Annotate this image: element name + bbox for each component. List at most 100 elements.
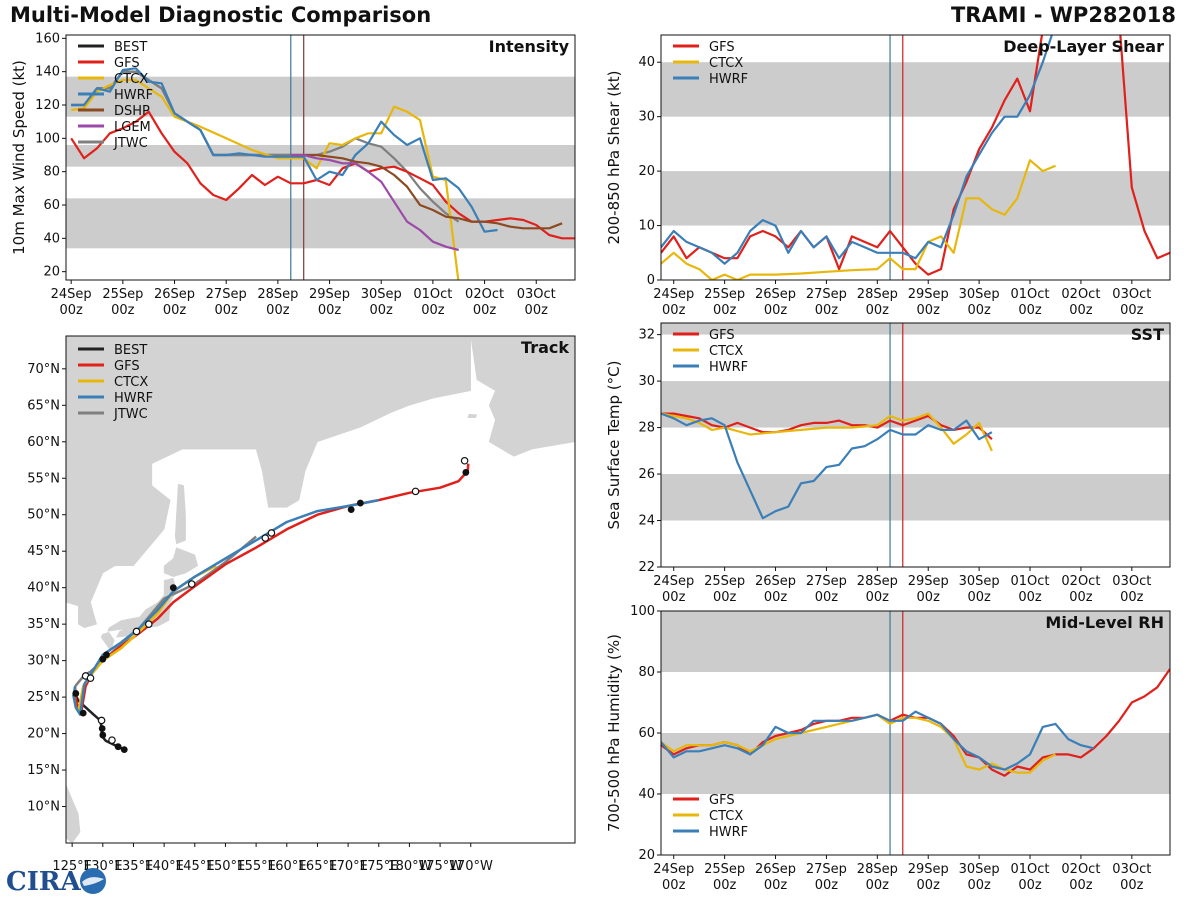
shear-ytick-label: 0: [647, 273, 655, 288]
intensity-ytick-label: 40: [43, 231, 60, 246]
track-title: Track: [521, 338, 569, 357]
rh-xtick-label: 26Sep: [755, 862, 796, 877]
track-lon-label: 165°E: [298, 859, 338, 874]
intensity-xtick-label: 00z: [59, 303, 83, 318]
track-marker-filled: [103, 651, 110, 659]
shear-xtick-label: 29Sep: [908, 287, 949, 302]
rh-xtick-label: 29Sep: [908, 862, 949, 877]
rh-ytick-label: 20: [638, 848, 655, 863]
land-kyushu: [100, 631, 115, 652]
rh-xtick-label: 00z: [662, 878, 686, 893]
intensity-xtick-label: 03Oct: [517, 287, 556, 302]
sst-band: [661, 323, 1170, 335]
land-alaska: [470, 336, 575, 457]
legend-label-hwrf: HWRF: [709, 825, 748, 840]
sst-xtick-label: 00z: [662, 590, 686, 605]
sst-xtick-label: 00z: [967, 590, 991, 605]
intensity-xtick-label: 00z: [318, 303, 342, 318]
track-frame: [65, 335, 576, 844]
track-lon-label: 150°E: [206, 859, 246, 874]
track-lon-label: 145°E: [175, 859, 215, 874]
shear-xtick-label: 01Oct: [1011, 287, 1050, 302]
storm-title: TRAMI - WP282018: [950, 3, 1176, 27]
track-lon-label: 135°E: [114, 859, 154, 874]
intensity-ytick-label: 20: [43, 265, 60, 280]
track-marker-open: [460, 456, 469, 465]
sst-xtick-label: 25Sep: [704, 574, 745, 589]
track-marker-open: [261, 534, 270, 542]
rh-panel: 2040608010024Sep00z25Sep00z26Sep00z27Sep…: [605, 604, 1171, 893]
land-asia-mainland: [66, 336, 471, 629]
track-panel: 10°N 15°N 20°N 25°N 30°N 35°N 40°N 45°N 50°N 55°N…: [27, 335, 576, 874]
track-lat-label: 20°N: [27, 727, 60, 742]
legend-label-jtwc: JTWC: [113, 136, 148, 151]
legend-label-ctcx: CTCX: [709, 344, 743, 359]
track-marker-filled: [99, 731, 107, 739]
rh-title: Mid-Level RH: [1045, 613, 1164, 632]
shear-xtick-label: 00z: [967, 303, 991, 318]
intensity-series-ctcx: [71, 78, 460, 280]
intensity-xtick-label: 26Sep: [154, 287, 195, 302]
intensity-xtick-label: 25Sep: [102, 287, 143, 302]
shear-band: [661, 62, 1170, 117]
sst-ylabel: Sea Surface Temp (°C): [605, 360, 623, 529]
shear-xtick-label: 24Sep: [653, 287, 694, 302]
shear-xtick-label: 26Sep: [755, 287, 796, 302]
shear-panel: 01020304024Sep00z25Sep00z26Sep00z27Sep00…: [605, 34, 1171, 318]
rh-xtick-label: 27Sep: [806, 862, 847, 877]
track-lat-label: 55°N: [27, 471, 60, 486]
legend-label-hwrf: HWRF: [709, 72, 748, 87]
intensity-ytick-label: 80: [43, 165, 60, 180]
legend-label-best: BEST: [114, 40, 147, 55]
track-lat-label: 30°N: [27, 654, 60, 669]
track-marker-open: [144, 620, 153, 628]
sst-ytick-label: 26: [638, 467, 655, 482]
sst-xtick-label: 00z: [866, 590, 890, 605]
intensity-ytick-label: 60: [43, 198, 60, 213]
rh-xtick-label: 00z: [815, 878, 839, 893]
shear-xtick-label: 00z: [917, 303, 941, 318]
legend-label-gfs: GFS: [709, 793, 735, 808]
legend-label-gfs: GFS: [114, 56, 140, 71]
track-lon-label: 160°E: [267, 859, 307, 874]
intensity-title: Intensity: [489, 37, 570, 56]
sst-band: [661, 474, 1170, 521]
track-lat-label: 25°N: [27, 690, 60, 705]
track-marker-open: [108, 736, 116, 744]
track-marker-filled: [114, 743, 122, 751]
shear-xtick-label: 00z: [662, 303, 686, 318]
track-marker-open: [187, 580, 196, 588]
sst-series-ctcx: [661, 412, 993, 452]
sst-xtick-label: 26Sep: [755, 574, 796, 589]
legend-label-ctcx: CTCX: [709, 56, 743, 71]
intensity-xtick-label: 00z: [370, 303, 394, 318]
sst-plot-area: [661, 323, 1170, 567]
rh-xtick-label: 00z: [1069, 878, 1093, 893]
intensity-ytick-label: 140: [35, 65, 60, 80]
track-marker-open: [411, 487, 420, 496]
shear-xtick-label: 00z: [764, 303, 788, 318]
track-marker-filled: [72, 690, 80, 697]
cira-logo: CIRA: [6, 866, 116, 900]
intensity-ytick-label: 120: [35, 98, 60, 113]
intensity-ytick-label: 100: [35, 131, 60, 146]
shear-xtick-label: 00z: [866, 303, 890, 318]
land-st-lawrence-island: [467, 413, 478, 418]
intensity-xtick-label: 00z: [215, 303, 239, 318]
sst-series-hwrf: [661, 412, 993, 520]
shear-series-hwrf: [661, 35, 1054, 265]
legend-label-jtwc: JTWC: [113, 407, 148, 422]
intensity-panel: 2040608010012014016024Sep00z25Sep00z26Se…: [10, 31, 576, 318]
legend-label-ctcx: CTCX: [709, 809, 743, 824]
shear-xtick-label: 00z: [713, 303, 737, 318]
track-lon-label: 175°E: [359, 859, 399, 874]
legend-label-hwrf: HWRF: [114, 391, 153, 406]
sst-panel: 22242628303224Sep00z25Sep00z26Sep00z27Se…: [605, 322, 1171, 605]
sst-xtick-label: 28Sep: [857, 574, 898, 589]
rh-xtick-label: 03Oct: [1112, 862, 1151, 877]
sst-xtick-label: 00z: [713, 590, 737, 605]
legend-label-gfs: GFS: [114, 359, 140, 374]
track-marker-open: [267, 529, 276, 537]
rh-xtick-label: 00z: [917, 878, 941, 893]
rh-xtick-label: 02Oct: [1061, 862, 1100, 877]
